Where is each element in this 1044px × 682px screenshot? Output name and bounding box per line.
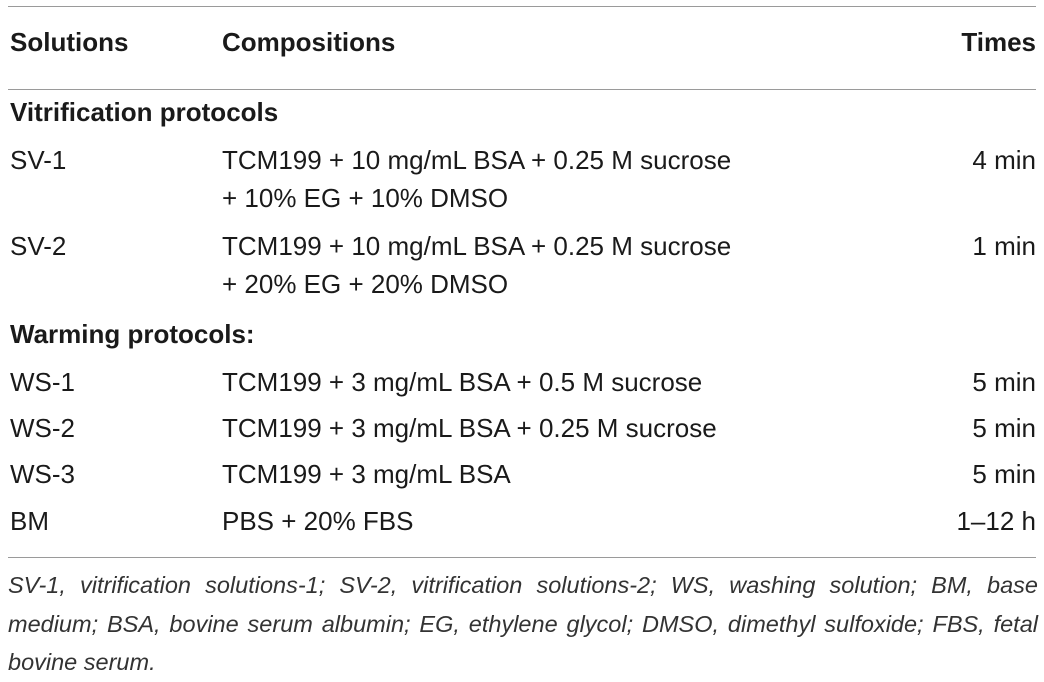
- time-cell: 4 min: [972, 145, 1036, 175]
- table-footnote: SV-1, vitrification solutions-1; SV-2, v…: [8, 572, 1038, 675]
- time-cell: 1–12 h: [956, 506, 1036, 536]
- composition-cell: TCM199 + 10 mg/mL BSA + 0.25 M sucrose +…: [222, 227, 862, 303]
- table-bottom-rule: [8, 557, 1036, 558]
- table-top-rule: [8, 6, 1036, 7]
- solution-cell: SV-1: [10, 145, 67, 175]
- composition-cell: PBS + 20% FBS: [222, 506, 414, 536]
- solution-cell: BM: [10, 506, 49, 536]
- time-cell: 1 min: [972, 231, 1036, 261]
- solution-cell: WS-3: [10, 459, 75, 489]
- header-compositions: Compositions: [222, 27, 396, 57]
- composition-line: TCM199 + 10 mg/mL BSA + 0.25 M sucrose: [222, 231, 732, 261]
- table-header-rule: [8, 89, 1036, 90]
- time-cell: 5 min: [972, 367, 1036, 397]
- solution-cell: WS-2: [10, 413, 75, 443]
- composition-line: TCM199 + 10 mg/mL BSA + 0.25 M sucrose: [222, 145, 732, 175]
- composition-cell: TCM199 + 3 mg/mL BSA + 0.25 M sucrose: [222, 413, 717, 443]
- header-times: Times: [961, 27, 1036, 57]
- section-warming: Warming protocols:: [10, 319, 255, 349]
- solution-cell: SV-2: [10, 231, 67, 261]
- composition-cell: TCM199 + 3 mg/mL BSA: [222, 459, 511, 489]
- composition-cell: TCM199 + 10 mg/mL BSA + 0.25 M sucrose +…: [222, 141, 862, 217]
- time-cell: 5 min: [972, 459, 1036, 489]
- composition-cell: TCM199 + 3 mg/mL BSA + 0.5 M sucrose: [222, 367, 703, 397]
- section-vitrification: Vitrification protocols: [10, 97, 279, 127]
- time-cell: 5 min: [972, 413, 1036, 443]
- solution-cell: WS-1: [10, 367, 75, 397]
- composition-line: + 10% EG + 10% DMSO: [222, 183, 509, 213]
- composition-line: + 20% EG + 20% DMSO: [222, 269, 509, 299]
- header-solutions: Solutions: [10, 27, 129, 57]
